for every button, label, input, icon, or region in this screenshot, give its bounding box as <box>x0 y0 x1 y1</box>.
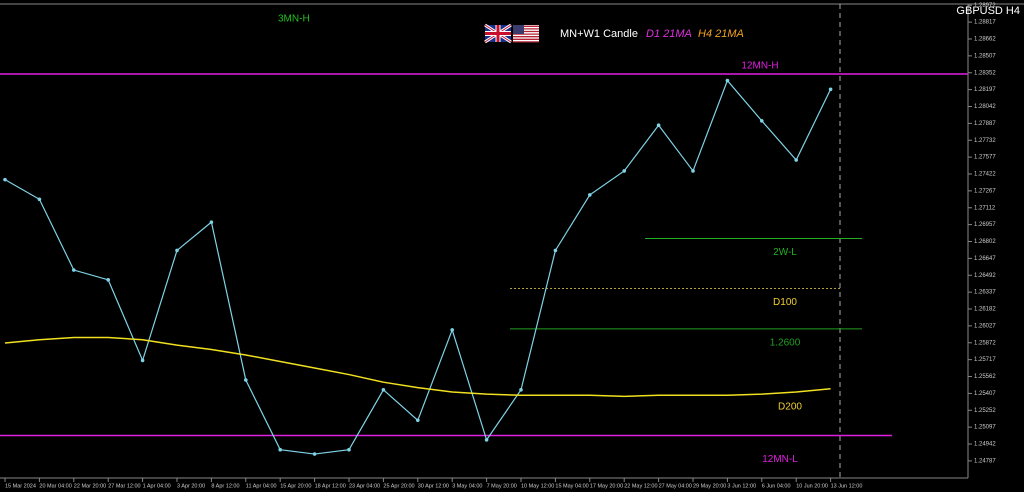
price-point <box>278 447 283 452</box>
chart-subtitle: MN+W1 Candle <box>560 28 638 40</box>
flag-us <box>513 25 539 43</box>
y-tick-label: 1.26337 <box>974 290 996 296</box>
level-label: 12MN-L <box>762 454 798 465</box>
price-point <box>347 447 351 452</box>
level-label: 1.2600 <box>770 337 801 348</box>
price-point <box>622 169 626 173</box>
level-label: D100 <box>773 297 797 308</box>
x-tick-label: 13 Jun 12:00 <box>831 483 863 489</box>
chart-title: GBPUSD H4 <box>956 5 1020 17</box>
price-point <box>209 220 214 224</box>
y-tick-label: 1.28352 <box>974 70 996 76</box>
x-tick-label: 3 Apr 20:00 <box>177 483 205 489</box>
ma-label: D1 21MA <box>646 28 692 40</box>
x-tick-label: 17 May 20:00 <box>590 483 623 489</box>
x-tick-label: 29 May 20:00 <box>693 483 726 489</box>
price-point <box>760 119 764 123</box>
x-tick-label: 23 Apr 04:00 <box>349 483 380 489</box>
y-tick-label: 1.27577 <box>974 155 996 161</box>
price-point <box>588 193 592 197</box>
flag-uk <box>484 23 512 44</box>
y-tick-label: 1.27422 <box>974 172 996 178</box>
y-tick-label: 1.27732 <box>974 138 996 144</box>
price-point <box>691 169 695 173</box>
price-point <box>828 87 833 92</box>
price-point <box>794 158 798 162</box>
ma-label: H4 21MA <box>698 28 744 40</box>
x-tick-label: 25 Apr 20:00 <box>383 483 414 489</box>
level-label: 12MN-H <box>741 61 778 72</box>
level-label: 2W-L <box>773 247 797 258</box>
y-tick-label: 1.27112 <box>974 205 996 211</box>
x-tick-label: 1 Apr 04:00 <box>143 483 171 489</box>
x-tick-label: 11 Apr 04:00 <box>246 483 277 489</box>
y-tick-label: 1.25717 <box>974 357 996 363</box>
x-tick-label: 27 May 04:00 <box>659 483 692 489</box>
price-point <box>725 78 730 83</box>
y-tick-label: 1.24787 <box>974 458 996 464</box>
y-tick-label: 1.26492 <box>974 273 996 279</box>
y-tick-label: 1.28042 <box>974 104 996 110</box>
series-line <box>4 336 831 398</box>
y-tick-label: 1.26027 <box>974 323 996 329</box>
y-tick-label: 1.24942 <box>974 442 996 448</box>
price-point <box>106 278 110 282</box>
price-point <box>553 248 558 253</box>
y-tick-label: 1.28972 <box>974 3 996 9</box>
x-tick-label: 7 May 20:00 <box>487 483 517 489</box>
price-point <box>3 177 7 182</box>
x-tick-label: 6 Jun 04:00 <box>762 483 791 489</box>
price-point <box>312 452 317 456</box>
x-tick-label: 3 May 04:00 <box>452 483 482 489</box>
price-point <box>656 123 661 128</box>
x-tick-label: 10 May 12:00 <box>521 483 554 489</box>
y-tick-label: 1.25097 <box>974 425 996 431</box>
price-point <box>381 388 386 392</box>
y-tick-label: 1.28507 <box>974 53 996 59</box>
x-tick-label: 22 Mar 20:00 <box>74 483 106 489</box>
x-tick-label: 15 Apr 20:00 <box>280 483 311 489</box>
annotation: 3MN-H <box>278 14 310 25</box>
series-line <box>4 79 832 455</box>
price-point <box>450 328 455 332</box>
x-tick-label: 18 Apr 12:00 <box>315 483 346 489</box>
y-tick-label: 1.27267 <box>974 188 996 194</box>
y-tick-label: 1.27887 <box>974 121 996 127</box>
y-tick-label: 1.25407 <box>974 391 996 397</box>
x-tick-label: 22 May 12:00 <box>624 483 657 489</box>
y-tick-label: 1.26647 <box>974 256 996 262</box>
y-tick-label: 1.26802 <box>974 239 996 245</box>
series-label: D200 <box>778 401 802 412</box>
x-tick-label: 15 Mar 2024 <box>5 483 36 489</box>
x-tick-label: 8 Apr 12:00 <box>211 483 239 489</box>
y-tick-label: 1.28817 <box>974 20 996 26</box>
price-point <box>484 438 489 442</box>
x-tick-label: 20 Mar 04:00 <box>39 483 71 489</box>
x-tick-label: 3 Jun 12:00 <box>727 483 756 489</box>
price-point <box>519 388 523 392</box>
y-tick-label: 1.26182 <box>974 307 996 313</box>
x-tick-label: 27 Mar 12:00 <box>108 483 140 489</box>
y-tick-label: 1.28197 <box>974 87 996 93</box>
y-tick-label: 1.26957 <box>974 222 996 228</box>
x-tick-label: 30 Apr 12:00 <box>418 483 449 489</box>
price-point <box>244 378 248 382</box>
price-point <box>140 358 145 363</box>
price-point <box>416 418 420 423</box>
y-tick-label: 1.25872 <box>974 340 996 346</box>
price-point <box>72 268 76 272</box>
y-tick-label: 1.25562 <box>974 374 996 380</box>
price-point <box>175 248 179 253</box>
y-tick-label: 1.25252 <box>974 408 996 414</box>
y-tick-label: 1.28662 <box>974 37 996 43</box>
x-tick-label: 10 Jun 20:00 <box>796 483 828 489</box>
price-point <box>37 197 42 202</box>
x-tick-label: 15 May 04:00 <box>555 483 588 489</box>
